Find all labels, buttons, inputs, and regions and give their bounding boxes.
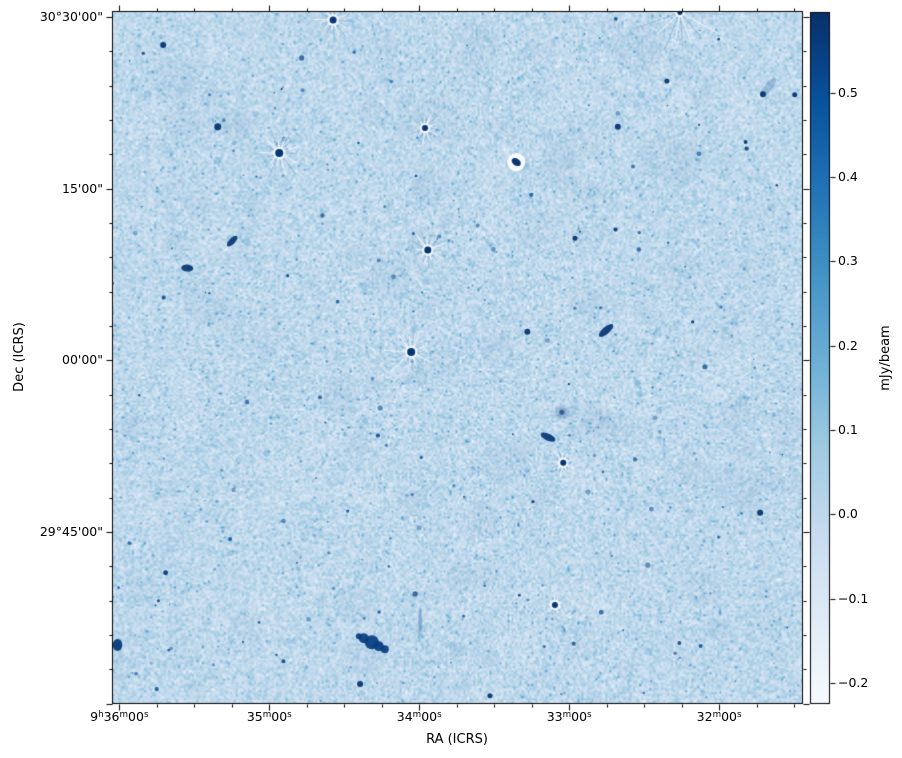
colorbar-tick-label: −0.1: [838, 590, 869, 606]
colorbar-tick-label: 0.4: [838, 169, 858, 185]
x-tick-label: 32m00s: [696, 709, 742, 724]
y-tick-label: 15'00": [62, 180, 103, 196]
colorbar-tick-label: 0.1: [838, 422, 858, 438]
y-tick-label: 29°45'00": [39, 523, 103, 539]
colorbar-tick-label: −0.2: [838, 674, 869, 690]
colorbar-tick-label: 0.5: [838, 84, 858, 100]
x-tick-label: 9h36m00s: [90, 709, 149, 724]
x-axis-label: RA (ICRS): [426, 732, 488, 747]
colorbar-tick-label: 0.2: [838, 337, 858, 353]
x-tick-label: 35m00s: [246, 709, 292, 724]
y-tick-label: 30°30'00": [39, 9, 103, 25]
colorbar-tick-label: 0.0: [838, 506, 858, 522]
x-tick-label: 33m00s: [546, 709, 592, 724]
x-tick-label: 34m00s: [396, 709, 442, 724]
colorbar-label: mJy/beam: [878, 325, 893, 391]
y-tick-label: 00'00": [62, 352, 103, 368]
colorbar-tick-label: 0.3: [838, 253, 858, 269]
